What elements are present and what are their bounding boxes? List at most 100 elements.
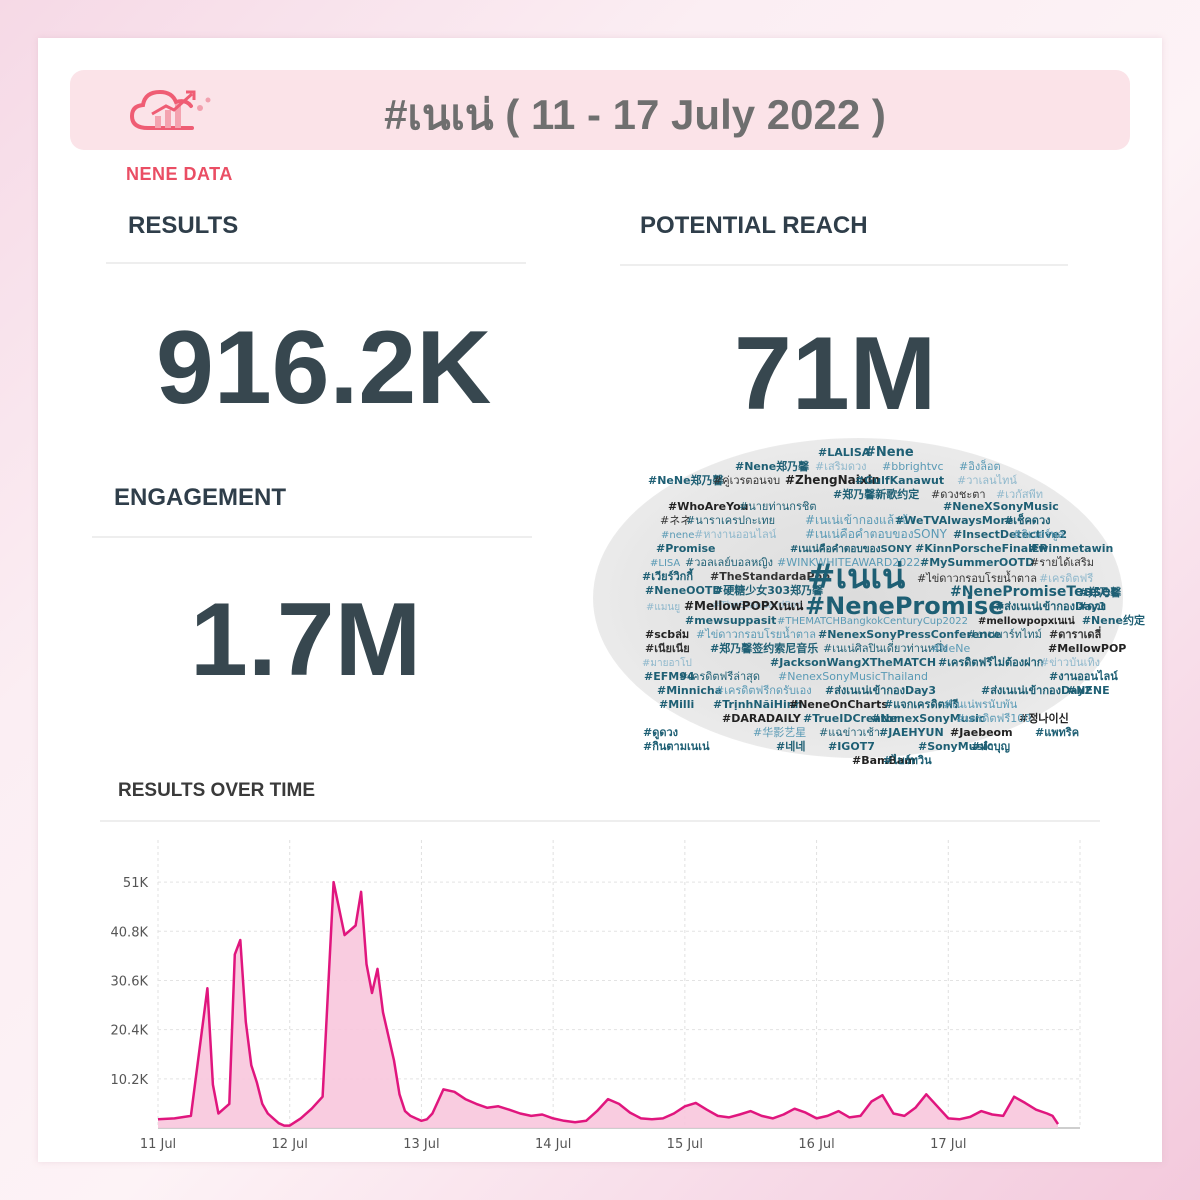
word-cloud-term: #เครดิตฟรี100	[956, 712, 1031, 725]
report-card: NENE DATA #เนเน่ ( 11 - 17 July 2022 ) R…	[38, 38, 1162, 1162]
word-cloud-term: #แฉข่าวเช้า	[819, 726, 880, 739]
engagement-divider	[92, 536, 532, 538]
word-cloud-term: #TrueIDCreator	[803, 712, 900, 725]
word-cloud-term: #ส่งเนเน่เข้ากองDay1	[995, 600, 1106, 613]
word-cloud-term: #เนเน่ศิลปินเดี่ยวท่านหนึ่ง	[823, 640, 948, 655]
engagement-value: 1.7M	[190, 582, 422, 698]
word-cloud-term: #Nene	[865, 445, 914, 460]
word-cloud-term: #mellowpopxเนเน่	[978, 615, 1075, 627]
word-cloud-term: #郑乃馨	[1079, 585, 1122, 599]
word-cloud-term: #แพทริค	[1035, 726, 1079, 739]
word-cloud-term: #ลิเวอร์พูล	[1012, 528, 1064, 541]
word-cloud-term: #งานออนไลน์	[1049, 669, 1118, 683]
cloud-chart-logo-icon	[129, 89, 211, 130]
word-cloud-term: #郑乃馨新歌约定	[833, 487, 919, 501]
word-cloud-term: #ไบร์ทวิน	[883, 753, 932, 767]
word-cloud-term: #郑乃馨签约索尼音乐	[710, 641, 818, 655]
word-cloud-term: #ส่งเนเน่เข้ากองDay2	[981, 684, 1092, 697]
word-cloud-term: #ZhengNaixin	[785, 473, 880, 487]
word-cloud-term: #ネネ	[660, 514, 691, 527]
word-cloud-term: #เวกัสพีท	[996, 488, 1043, 501]
chart-title: RESULTS OVER TIME	[118, 780, 316, 801]
y-tick-label: 20.4K	[111, 1024, 149, 1039]
word-cloud-term: #硬糖少女303郑乃馨	[714, 583, 824, 597]
word-cloud-term: #네네	[776, 739, 805, 753]
word-cloud-term: #DARADAILY	[722, 712, 802, 725]
page-title: #เนเน่ ( 11 - 17 July 2022 )	[384, 91, 886, 138]
word-cloud-term: #ดวงชะตา	[931, 488, 986, 501]
word-cloud-term: #วาเลนไทน์	[957, 474, 1017, 487]
word-cloud-term: #กินตามเนเน่	[643, 740, 710, 753]
word-cloud-term: #Milli	[659, 698, 694, 711]
word-cloud-term: #ดูดวง	[643, 726, 678, 740]
word-cloud-term: #เช็คดวง	[1004, 513, 1051, 527]
word-cloud-term: #LALISA	[818, 446, 871, 459]
word-cloud-term: #WeTVAlwaysMore	[895, 514, 1013, 527]
word-cloud-background	[593, 438, 1123, 758]
word-cloud-term: #WINKWHITEAWARD2022	[777, 556, 920, 569]
y-tick-label: 40.8K	[111, 925, 149, 940]
word-cloud-term: #scbล่ม	[645, 628, 689, 641]
word-cloud-term: #LISA	[650, 558, 680, 569]
word-cloud-term: #แมนยู	[646, 602, 680, 613]
word-cloud-term: #อิงล็อต	[959, 459, 1001, 473]
word-cloud-term: #คู่เวรตอนจบ	[713, 474, 780, 487]
y-tick-label: 30.6K	[111, 974, 149, 989]
word-cloud-term: #แจกเครดิตฟรี	[884, 698, 959, 711]
word-cloud-term: #Minnicha	[657, 684, 722, 697]
word-cloud-term: #เครดิตฟรีกดรับเอง	[715, 684, 812, 697]
word-cloud-term: #เนเน่	[807, 557, 905, 597]
series-line	[157, 880, 1060, 1127]
y-tick-label: 10.2K	[111, 1073, 149, 1088]
engagement-label: ENGAGEMENT	[114, 484, 287, 511]
word-cloud-term: #WhoAreYou	[668, 500, 748, 513]
word-cloud-term: #bbrightvc	[882, 460, 944, 473]
word-cloud-term: #ดวง	[1078, 600, 1106, 613]
word-cloud-term: #Nene约定	[1082, 613, 1145, 627]
x-tick-label: 13 Jul	[403, 1137, 439, 1152]
word-cloud-term: #정나이신	[1019, 711, 1069, 725]
word-cloud-term: #IGOT7	[828, 740, 875, 753]
word-cloud-term: #เนเน่คือคำตอบของSONY	[790, 543, 913, 555]
x-tick-label: 15 Jul	[667, 1137, 703, 1152]
hashtag-word-cloud: #LALISA #Nene #Nene郑乃馨 #เสริมดวง #bbrightvc #…	[593, 438, 1153, 768]
word-cloud-term: #วอลเลย์บอลหญิง	[685, 556, 773, 569]
results-value: 916.2K	[156, 310, 492, 426]
word-cloud-term: #NeNe	[931, 642, 970, 655]
word-cloud-term: #winmetawin	[1029, 542, 1113, 555]
word-cloud-term: #เสริมดวง	[815, 460, 867, 473]
word-cloud-term: #นาราเครปกะเทย	[686, 514, 775, 527]
word-cloud-term: #EFM94	[644, 670, 695, 683]
word-cloud-term: #MellowPOP	[1048, 642, 1126, 655]
word-cloud-term: #ทำบุญ	[971, 740, 1010, 754]
word-cloud-term: #นายท่านกรชิต	[739, 500, 816, 513]
word-cloud-term: #NeNe郑乃馨	[648, 473, 725, 487]
word-cloud-term: #NenePromise	[805, 592, 1005, 620]
reach-label: POTENTIAL REACH	[640, 212, 868, 239]
word-cloud-term: #KinnPorscheFinalEP	[915, 542, 1047, 555]
word-cloud-term: #InsectDetective2	[953, 528, 1067, 541]
word-cloud-term: #mewsuppasit	[685, 614, 776, 627]
word-cloud-term: #TheStandardaPop	[710, 570, 830, 583]
x-tick-label: 11 Jul	[140, 1137, 176, 1152]
word-cloud-term: #华影艺星	[753, 725, 806, 739]
word-cloud-term: #THEMATCHBangkokCenturyCup2022	[777, 616, 968, 627]
word-cloud-term: #หางานออนไลน์	[694, 528, 777, 541]
word-cloud-canvas: #LALISA#Nene#Nene郑乃馨 #เสริมดวง #bbrightvc #…	[642, 445, 1145, 767]
word-cloud-term: #NenexSonyMusic	[871, 712, 985, 725]
word-cloud-term: #NeneOnCharts	[789, 698, 888, 711]
word-cloud-term: #เนเน่พรนับพัน	[943, 698, 1018, 711]
word-cloud-term: #NeneXSonyMusic	[943, 500, 1059, 513]
word-cloud-term: #เครดิตฟรีไม่ต้องฝาก	[938, 655, 1044, 669]
series-area	[158, 882, 1058, 1128]
word-cloud-term: #เนียเนีย	[645, 642, 690, 655]
word-cloud-term: #ไข่ดาวกรอบโรยน้ำตาล	[917, 570, 1037, 585]
word-cloud-term: #NenexSonyPressConference	[818, 628, 1001, 641]
word-cloud-term: #เนเน่คือคำตอบของSONY	[805, 527, 948, 541]
word-cloud-term: #มายอาโป	[642, 656, 692, 669]
word-cloud-term: #NeneOOTD	[645, 584, 722, 597]
word-cloud-term: #Nene郑乃馨	[735, 459, 810, 473]
word-cloud-term: #BamBam	[852, 754, 916, 767]
brand-name: NENE DATA	[126, 164, 233, 184]
word-cloud-term: #TrịnhNãiHinh	[713, 698, 802, 711]
